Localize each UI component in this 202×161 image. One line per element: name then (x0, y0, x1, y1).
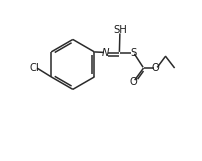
Text: N: N (102, 48, 109, 58)
Text: S: S (130, 48, 136, 58)
Text: O: O (129, 77, 137, 87)
Text: Cl: Cl (29, 63, 39, 73)
Text: O: O (152, 63, 160, 73)
Text: SH: SH (113, 25, 127, 35)
